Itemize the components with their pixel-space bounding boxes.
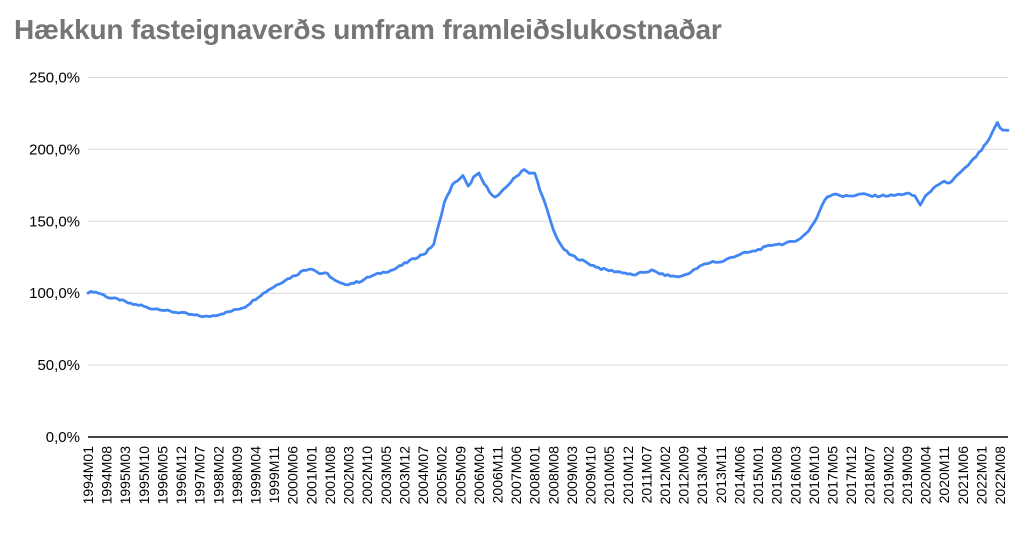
x-axis-tick-label: 1999M04 bbox=[248, 446, 264, 505]
x-axis-tick-label: 1995M10 bbox=[136, 446, 152, 505]
x-axis-tick-label: 2016M03 bbox=[787, 446, 803, 505]
y-axis-tick-label: 0,0% bbox=[46, 429, 80, 446]
x-axis-tick-label: 2015M08 bbox=[769, 446, 785, 505]
x-axis-tick-label: 1998M09 bbox=[229, 446, 245, 505]
x-axis-tick-label: 1996M05 bbox=[154, 446, 170, 505]
series bbox=[86, 121, 1010, 319]
gridlines bbox=[88, 77, 1008, 438]
x-axis-tick-label: 2013M04 bbox=[694, 446, 710, 505]
x-axis-tick-label: 1998M02 bbox=[210, 446, 226, 505]
x-axis-tick-label: 1997M07 bbox=[192, 446, 208, 505]
x-axis-tick-label: 2013M11 bbox=[713, 446, 729, 504]
x-axis-tick-label: 2010M05 bbox=[601, 446, 617, 505]
x-axis-tick-label: 2011M07 bbox=[638, 446, 654, 504]
x-axis-tick-label: 2019M02 bbox=[880, 446, 896, 505]
x-axis-tick-label: 2003M05 bbox=[378, 446, 394, 505]
x-axis-tick-label: 2001M08 bbox=[322, 446, 338, 505]
x-axis-tick-label: 2001M01 bbox=[303, 446, 319, 505]
y-axis-tick-label: 150,0% bbox=[29, 213, 80, 230]
x-axis-tick-label: 2007M06 bbox=[508, 446, 524, 505]
x-axis-tick-label: 2010M12 bbox=[620, 446, 636, 505]
x-axis-tick-label: 2015M01 bbox=[750, 446, 766, 505]
y-axis-labels: 0,0% 50,0% 100,0% 150,0% 200,0% 250,0% bbox=[29, 70, 80, 447]
x-axis-tick-label: 1999M11 bbox=[266, 446, 282, 504]
x-axis-tick-label: 2019M09 bbox=[899, 446, 915, 505]
x-axis-tick-label: 2005M02 bbox=[434, 446, 450, 505]
x-axis-tick-label: 2002M03 bbox=[341, 446, 357, 505]
x-axis-tick-label: 2000M06 bbox=[285, 446, 301, 505]
x-axis-tick-label: 2005M09 bbox=[452, 446, 468, 505]
x-axis-tick-label: 2003M12 bbox=[396, 446, 412, 505]
x-axis-tick-label: 2002M10 bbox=[359, 446, 375, 505]
x-axis-tick-label: 2012M02 bbox=[657, 446, 673, 505]
x-axis-tick-label: 2004M07 bbox=[415, 446, 431, 505]
x-axis-tick-label: 1994M01 bbox=[80, 446, 96, 505]
series-line-house-price-vs-construction-cost bbox=[86, 121, 1010, 319]
x-axis-tick-label: 2006M04 bbox=[471, 446, 487, 505]
x-axis-tick-label: 2022M01 bbox=[973, 446, 989, 505]
x-axis-tick-label: 2006M11 bbox=[489, 446, 505, 504]
y-axis-tick-label: 200,0% bbox=[29, 141, 80, 158]
x-axis-tick-label: 2017M05 bbox=[825, 446, 841, 505]
y-axis-tick-label: 100,0% bbox=[29, 285, 80, 302]
x-axis-tick-label: 2008M01 bbox=[527, 446, 543, 505]
y-axis-tick-label: 50,0% bbox=[37, 357, 80, 374]
x-axis-tick-label: 2018M07 bbox=[862, 446, 878, 505]
x-axis-labels: 1994M01 1994M08 1995M03 1995M10 1996M05 1996M… bbox=[80, 446, 1008, 505]
x-axis-tick-label: 2022M08 bbox=[992, 446, 1008, 505]
x-axis-tick-label: 1996M12 bbox=[173, 446, 189, 505]
x-axis-tick-label: 2009M03 bbox=[564, 446, 580, 505]
x-axis-tick-label: 2008M08 bbox=[545, 446, 561, 505]
x-axis-tick-label: 2016M10 bbox=[806, 446, 822, 505]
x-axis-tick-label: 1994M08 bbox=[99, 446, 115, 505]
x-axis-tick-label: 2017M12 bbox=[843, 446, 859, 505]
x-axis-tick-label: 2021M06 bbox=[955, 446, 971, 505]
x-axis-tick-label: 2020M04 bbox=[918, 446, 934, 505]
x-axis-tick-label: 2020M11 bbox=[936, 446, 952, 504]
chart-title: Hækkun fasteignaverðs umfram framleiðslu… bbox=[14, 14, 722, 45]
y-axis-tick-label: 250,0% bbox=[29, 70, 80, 87]
x-axis-tick-label: 2009M10 bbox=[583, 446, 599, 505]
x-axis-tick-label: 2012M09 bbox=[676, 446, 692, 505]
x-axis-tick-label: 1995M03 bbox=[117, 446, 133, 505]
x-axis-tick-label: 2014M06 bbox=[731, 446, 747, 505]
